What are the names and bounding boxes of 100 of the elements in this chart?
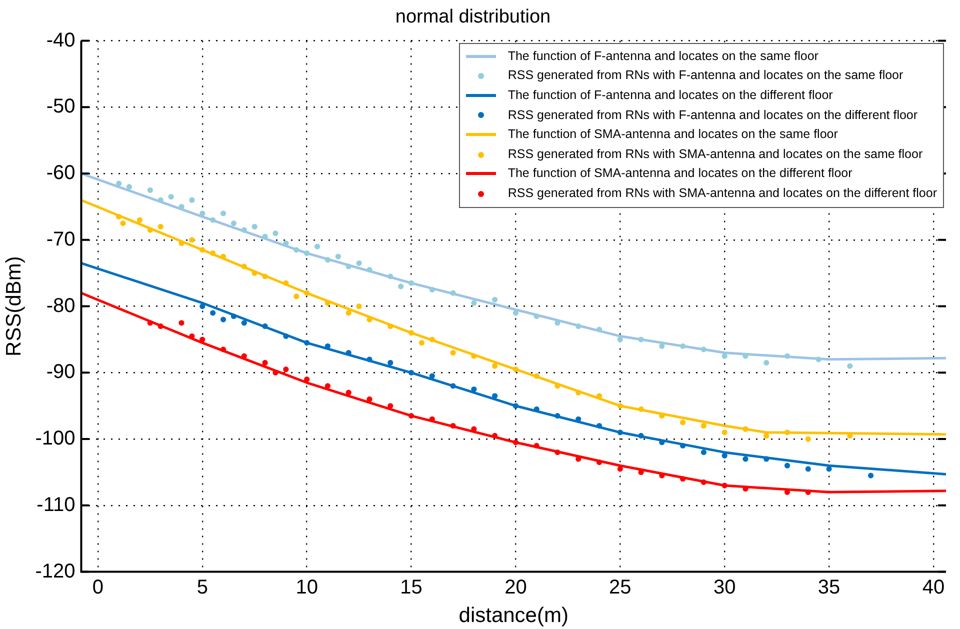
point <box>816 356 822 362</box>
point <box>764 360 770 366</box>
point <box>492 393 498 399</box>
point <box>388 323 394 330</box>
x-tick-label: 10 <box>296 576 318 598</box>
point <box>722 430 728 436</box>
point <box>680 420 686 426</box>
point <box>534 442 540 448</box>
point <box>220 254 226 260</box>
x-tick-label: 0 <box>92 576 104 598</box>
chart-title: normal distribution <box>395 6 551 28</box>
point <box>554 320 560 326</box>
legend-label: The function of SMA-antenna and locates on the different floor <box>508 165 852 182</box>
point <box>847 363 853 369</box>
point <box>784 430 790 436</box>
point <box>638 432 644 439</box>
point <box>158 323 164 330</box>
point <box>680 343 686 349</box>
y-tick-label: -120 <box>35 560 76 582</box>
point <box>471 386 477 392</box>
point <box>210 250 216 256</box>
point <box>680 476 686 482</box>
point <box>784 462 790 468</box>
point <box>283 280 289 286</box>
point <box>576 323 582 330</box>
point <box>388 403 394 409</box>
point <box>210 310 216 316</box>
point <box>294 247 300 253</box>
point <box>200 210 206 216</box>
x-axis-title: distance(m) <box>458 604 568 628</box>
point <box>262 360 268 366</box>
point <box>492 432 498 439</box>
point <box>429 336 435 342</box>
point <box>617 466 623 472</box>
point <box>450 350 456 356</box>
y-tick-label: -50 <box>46 96 76 118</box>
point <box>471 300 477 306</box>
point <box>283 240 289 246</box>
point <box>120 220 126 226</box>
point <box>230 220 237 226</box>
legend-label: The function of F-antenna and locates on the same floor <box>508 48 818 65</box>
point <box>617 336 623 342</box>
point <box>576 390 582 396</box>
point <box>534 313 540 320</box>
point <box>252 224 258 230</box>
point <box>366 356 372 362</box>
point <box>147 227 153 233</box>
point <box>304 250 310 256</box>
legend-label: The function of SMA-antenna and locates on the same floor <box>508 126 838 144</box>
point <box>262 234 268 240</box>
point <box>596 422 602 429</box>
point <box>126 184 132 190</box>
point <box>512 440 519 446</box>
point <box>784 353 790 359</box>
point <box>617 403 623 409</box>
point <box>335 254 341 260</box>
point <box>314 244 320 250</box>
point <box>147 187 153 193</box>
point <box>241 264 247 270</box>
point <box>700 479 706 485</box>
y-tick-label: -90 <box>46 361 76 384</box>
point <box>722 452 728 458</box>
point <box>700 422 706 429</box>
point <box>178 320 184 326</box>
point <box>324 257 331 263</box>
x-tick-label: 40 <box>922 576 945 598</box>
y-tick-label: -60 <box>46 162 76 184</box>
point <box>742 353 748 359</box>
point <box>200 304 206 310</box>
point <box>158 224 164 230</box>
x-tick-label: 30 <box>713 576 736 598</box>
x-tick-label: 25 <box>609 576 632 598</box>
point <box>200 247 206 253</box>
point <box>388 360 394 366</box>
point <box>398 284 404 290</box>
point <box>554 450 560 456</box>
point <box>534 373 540 379</box>
x-tick-label: 15 <box>400 576 422 598</box>
point <box>408 330 414 336</box>
point <box>596 459 602 466</box>
point <box>512 366 519 372</box>
point <box>210 217 216 223</box>
point <box>168 194 174 200</box>
point <box>220 210 226 216</box>
point <box>429 286 435 293</box>
legend-label: RSS generated from RNs with SMA-antenna and locates on the different floor <box>508 184 937 202</box>
point <box>136 217 143 223</box>
y-tick-label: -40 <box>46 29 76 52</box>
point <box>408 413 414 419</box>
point <box>742 426 748 432</box>
point <box>429 373 435 379</box>
point <box>450 422 456 429</box>
point <box>241 227 247 233</box>
point <box>868 472 874 478</box>
point <box>471 353 477 359</box>
point <box>356 304 362 310</box>
legend-label: RSS generated from RNs with F-antenna and locates on the same floor <box>508 67 904 84</box>
point <box>450 290 456 296</box>
point <box>346 390 352 396</box>
y-tick-label: -110 <box>36 494 76 516</box>
